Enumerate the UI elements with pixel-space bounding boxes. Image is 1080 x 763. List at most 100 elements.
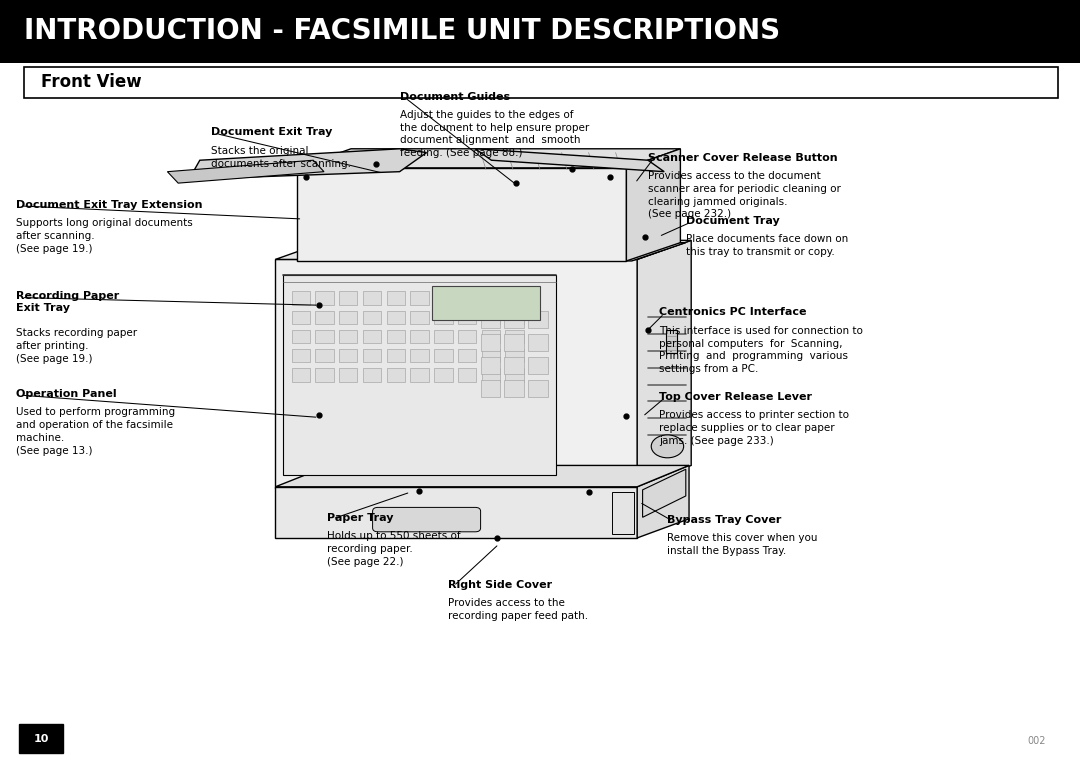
Text: Supports long original documents
after scanning.
(See page 19.): Supports long original documents after s… bbox=[16, 218, 193, 254]
Bar bbox=[458, 368, 476, 382]
Text: Document Guides: Document Guides bbox=[400, 92, 510, 101]
Bar bbox=[0, 0, 1080, 63]
Bar bbox=[410, 330, 429, 343]
Text: Document Exit Tray Extension: Document Exit Tray Extension bbox=[16, 200, 203, 210]
Bar bbox=[528, 380, 548, 397]
Bar bbox=[504, 380, 524, 397]
Text: Used to perform programming
and operation of the facsimile
machine.
(See page 13: Used to perform programming and operatio… bbox=[16, 407, 175, 456]
Bar bbox=[363, 311, 381, 324]
Bar bbox=[387, 368, 405, 382]
Bar bbox=[528, 357, 548, 374]
Polygon shape bbox=[637, 465, 689, 538]
Polygon shape bbox=[626, 149, 680, 261]
Bar bbox=[315, 368, 334, 382]
Text: Place documents face down on
this tray to transmit or copy.: Place documents face down on this tray t… bbox=[686, 234, 848, 257]
Bar bbox=[434, 349, 453, 362]
Circle shape bbox=[651, 435, 684, 458]
Text: Document Exit Tray: Document Exit Tray bbox=[211, 127, 332, 137]
Bar bbox=[481, 357, 500, 374]
Text: Top Cover Release Lever: Top Cover Release Lever bbox=[659, 392, 812, 402]
Bar bbox=[482, 311, 500, 324]
Polygon shape bbox=[189, 149, 427, 179]
Bar bbox=[363, 368, 381, 382]
Bar bbox=[315, 291, 334, 305]
Polygon shape bbox=[643, 469, 686, 517]
Bar bbox=[458, 291, 476, 305]
Bar bbox=[315, 330, 334, 343]
Polygon shape bbox=[297, 168, 626, 261]
Bar bbox=[292, 368, 310, 382]
Polygon shape bbox=[612, 492, 634, 534]
Bar bbox=[410, 349, 429, 362]
Bar bbox=[363, 330, 381, 343]
Bar bbox=[410, 291, 429, 305]
Bar bbox=[432, 286, 540, 320]
Polygon shape bbox=[275, 465, 689, 487]
Bar bbox=[482, 291, 500, 305]
Polygon shape bbox=[275, 487, 637, 538]
Polygon shape bbox=[275, 240, 691, 259]
FancyBboxPatch shape bbox=[373, 507, 481, 532]
Text: Adjust the guides to the edges of
the document to help ensure proper
document al: Adjust the guides to the edges of the do… bbox=[400, 110, 589, 158]
Bar bbox=[292, 311, 310, 324]
Bar bbox=[504, 311, 524, 328]
Bar bbox=[410, 368, 429, 382]
Bar bbox=[315, 311, 334, 324]
Bar bbox=[458, 349, 476, 362]
Bar bbox=[504, 334, 524, 351]
Text: Right Side Cover: Right Side Cover bbox=[448, 580, 552, 590]
Bar bbox=[505, 349, 524, 362]
Bar bbox=[387, 330, 405, 343]
Bar bbox=[315, 349, 334, 362]
Bar bbox=[339, 291, 357, 305]
Bar bbox=[666, 330, 677, 353]
Polygon shape bbox=[167, 160, 324, 183]
Text: Provides access to printer section to
replace supplies or to clear paper
jams. (: Provides access to printer section to re… bbox=[659, 410, 849, 446]
Bar bbox=[387, 291, 405, 305]
Text: Front View: Front View bbox=[41, 73, 141, 92]
Bar bbox=[482, 330, 500, 343]
Text: Stacks the original
documents after scanning.: Stacks the original documents after scan… bbox=[211, 146, 351, 169]
Polygon shape bbox=[637, 240, 691, 488]
Text: Recording Paper
Exit Tray: Recording Paper Exit Tray bbox=[16, 291, 120, 313]
Polygon shape bbox=[475, 149, 664, 172]
Text: 10: 10 bbox=[33, 733, 49, 744]
Bar bbox=[24, 67, 1058, 98]
Text: Bypass Tray Cover: Bypass Tray Cover bbox=[667, 515, 782, 525]
Bar bbox=[505, 330, 524, 343]
Text: Document Tray: Document Tray bbox=[686, 216, 780, 226]
Bar bbox=[19, 724, 63, 753]
Bar bbox=[363, 349, 381, 362]
Text: Provides access to the document
scanner area for periodic cleaning or
clearing j: Provides access to the document scanner … bbox=[648, 171, 841, 219]
Bar bbox=[458, 311, 476, 324]
Text: 002: 002 bbox=[1027, 736, 1045, 746]
Bar bbox=[387, 311, 405, 324]
Bar bbox=[410, 311, 429, 324]
Text: Holds up to 550 sheets of
recording paper.
(See page 22.): Holds up to 550 sheets of recording pape… bbox=[327, 531, 461, 567]
Bar bbox=[339, 311, 357, 324]
Bar bbox=[458, 330, 476, 343]
Bar bbox=[292, 291, 310, 305]
Bar bbox=[528, 311, 548, 328]
Text: Paper Tray: Paper Tray bbox=[327, 513, 394, 523]
Bar bbox=[434, 311, 453, 324]
Bar bbox=[505, 291, 524, 305]
Bar bbox=[482, 349, 500, 362]
Polygon shape bbox=[275, 259, 637, 488]
Bar bbox=[505, 311, 524, 324]
Text: Stacks recording paper
after printing.
(See page 19.): Stacks recording paper after printing. (… bbox=[16, 328, 137, 364]
Text: Scanner Cover Release Button: Scanner Cover Release Button bbox=[648, 153, 838, 163]
Bar bbox=[504, 357, 524, 374]
Bar bbox=[434, 368, 453, 382]
Bar bbox=[292, 330, 310, 343]
Polygon shape bbox=[283, 275, 556, 475]
Polygon shape bbox=[297, 149, 680, 168]
Bar bbox=[363, 291, 381, 305]
Bar bbox=[481, 311, 500, 328]
Text: INTRODUCTION - FACSIMILE UNIT DESCRIPTIONS: INTRODUCTION - FACSIMILE UNIT DESCRIPTIO… bbox=[24, 18, 780, 45]
Bar bbox=[528, 334, 548, 351]
Text: Operation Panel: Operation Panel bbox=[16, 389, 117, 399]
Bar bbox=[339, 349, 357, 362]
Text: Provides access to the
recording paper feed path.: Provides access to the recording paper f… bbox=[448, 598, 589, 621]
Bar bbox=[482, 368, 500, 382]
